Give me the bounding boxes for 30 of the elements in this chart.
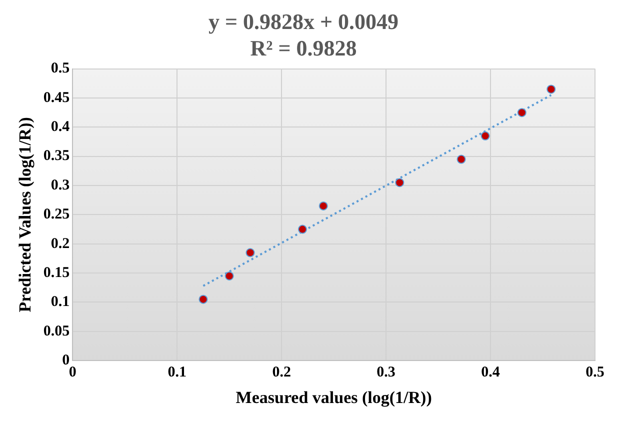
y-tick-label: 0.25 — [43, 206, 70, 223]
point — [224, 271, 234, 280]
x-tick-label: 0.4 — [481, 364, 500, 380]
y-tick-label: 0.45 — [43, 90, 70, 106]
point — [546, 84, 556, 94]
y-tick-label: 0.15 — [43, 264, 70, 281]
y-tick-label: 0.4 — [50, 119, 70, 136]
point — [456, 154, 466, 164]
point — [246, 248, 255, 258]
x-tick-label: 0.2 — [272, 364, 291, 380]
y-tick-label: 0.35 — [43, 148, 70, 164]
y-axis-title: Predicted Values (log(1/R)) — [16, 117, 35, 312]
point — [395, 178, 404, 188]
point — [480, 131, 490, 140]
point — [517, 108, 526, 118]
y-tick-label: 0.05 — [43, 323, 70, 340]
y-tick-label: 0.2 — [50, 236, 70, 252]
chart-subtitle: R² = 0.9828 — [250, 35, 357, 60]
point — [298, 224, 307, 234]
point — [318, 201, 328, 210]
x-axis-title: Measured values (log(1/R)) — [236, 388, 432, 408]
y-tick-label: 0.5 — [50, 60, 70, 77]
y-tick-label: 0.1 — [50, 294, 70, 310]
chart-title: y = 0.9828x + 0.0049 — [208, 8, 399, 34]
x-tick-label: 0.3 — [376, 364, 396, 380]
y-tick-label: 0 — [62, 352, 70, 368]
x-tick-label: 0.1 — [168, 364, 186, 380]
point — [198, 294, 208, 304]
y-tick-label: 0.3 — [50, 177, 70, 194]
x-tick-label: 0.5 — [586, 364, 604, 380]
